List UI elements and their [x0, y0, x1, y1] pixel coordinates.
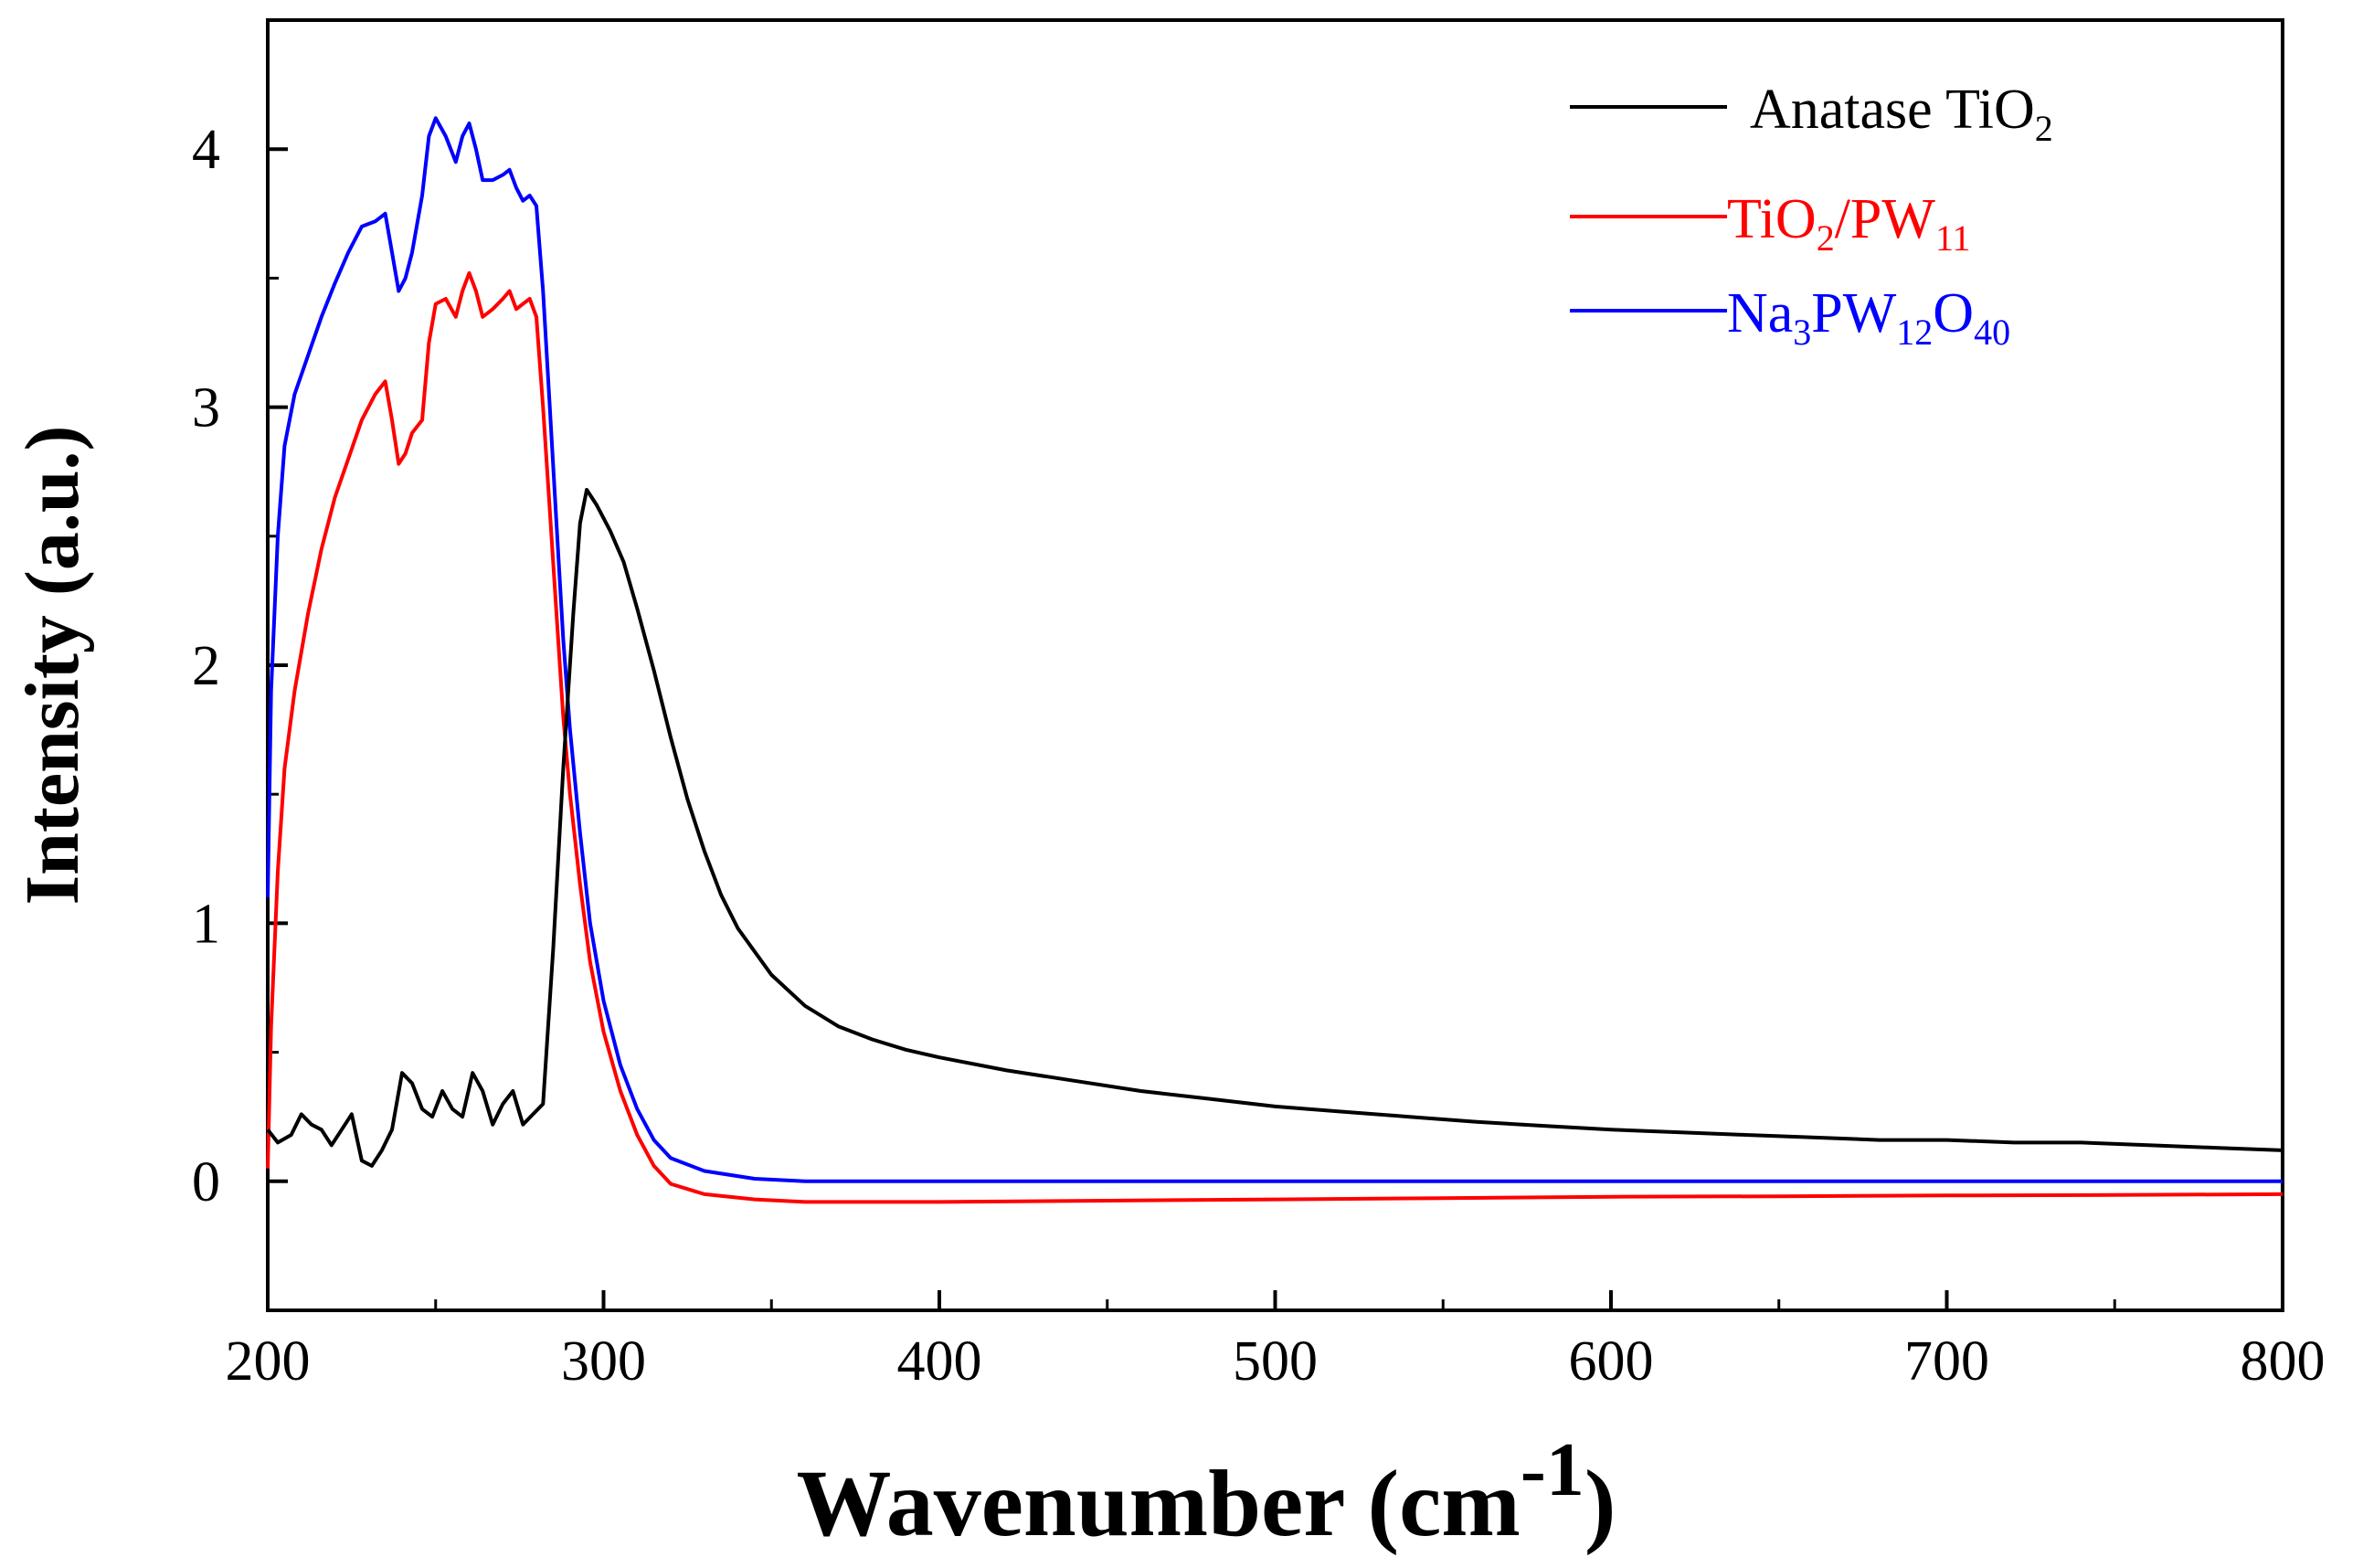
series-line-anatase-tio2 — [266, 488, 2284, 1168]
x-axis-title: Wavenumber (cm-1) — [796, 1427, 1616, 1556]
y-tick-label: 4 — [192, 119, 220, 181]
x-tick-label: 400 — [897, 1330, 982, 1393]
x-tick-label: 200 — [226, 1330, 311, 1393]
legend: Anatase TiO2 TiO2/PW11 Na3PW12O40 — [1570, 79, 2053, 353]
x-tick-label: 600 — [1569, 1330, 1654, 1393]
x-tick-label: 500 — [1233, 1330, 1318, 1393]
x-axis-title-close: ) — [1584, 1451, 1616, 1556]
y-tick-label: 2 — [192, 635, 220, 697]
x-tick-label: 300 — [561, 1330, 646, 1393]
y-tick-label: 0 — [192, 1151, 220, 1213]
y-tick-label: 3 — [192, 377, 220, 440]
x-axis-title-main: Wavenumber (cm — [796, 1451, 1520, 1556]
series-line-na3pw12o40 — [266, 116, 2283, 1183]
legend-label-anatase: Anatase TiO2 — [1750, 79, 2053, 149]
series-line-tio2-pw11 — [266, 270, 2284, 1204]
x-axis-title-superscript: -1 — [1521, 1427, 1584, 1512]
y-axis-title: Intensity (a.u.) — [10, 425, 95, 905]
x-tick-label: 800 — [2241, 1330, 2326, 1393]
legend-label-tio2-pw11: TiO2/PW11 — [1727, 188, 1970, 259]
x-tick-label: 700 — [1904, 1330, 1989, 1393]
series-layer — [266, 116, 2284, 1204]
axis-ticks: 200 300 400 500 600 700 800 0 1 2 3 4 — [192, 18, 2326, 1393]
legend-label-na3pw12o40: Na3PW12O40 — [1727, 282, 2010, 353]
y-tick-label: 1 — [192, 893, 220, 955]
